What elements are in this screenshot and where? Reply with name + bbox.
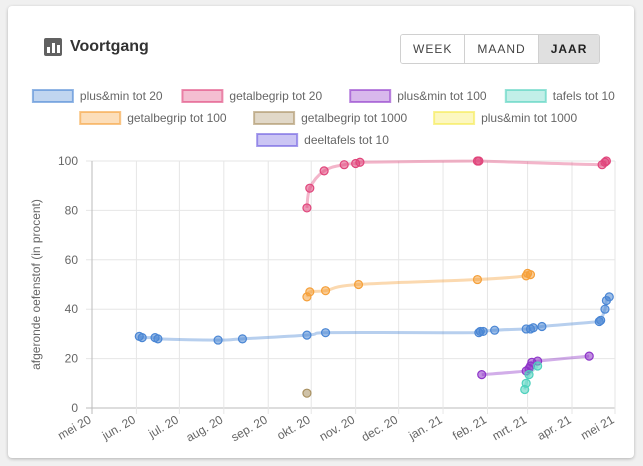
series-1-point-10 xyxy=(601,156,612,166)
bar-chart-icon xyxy=(44,38,62,56)
legend-label-5: getalbegrip tot 1000 xyxy=(301,111,407,125)
range-toggle: WEEK MAAND JAAR xyxy=(400,34,601,64)
series-3-point-3 xyxy=(533,361,543,371)
range-week-button[interactable]: WEEK xyxy=(401,35,466,63)
legend-swatch-1 xyxy=(181,89,224,103)
series-0-point-7 xyxy=(320,328,331,338)
series-4-point-7 xyxy=(525,270,536,280)
legend-label-7: deeltafels tot 10 xyxy=(304,133,389,147)
y-tick-label-0: 0 xyxy=(71,401,78,415)
legend-swatch-4 xyxy=(79,111,122,125)
legend-label-0: plus&min tot 20 xyxy=(80,89,163,103)
x-tick-label-8: jan. 21 xyxy=(405,412,444,443)
x-tick-label-6: nov. 20 xyxy=(317,412,358,444)
legend-swatch-6 xyxy=(433,111,476,125)
series-1-point-7 xyxy=(474,156,484,166)
series-0-point-20 xyxy=(604,292,614,302)
x-tick-label-10: mrt. 21 xyxy=(490,412,530,443)
series-1-point-2 xyxy=(319,166,329,176)
legend-label-1: getalbegrip tot 20 xyxy=(229,89,322,103)
series-0-point-1 xyxy=(137,333,147,343)
legend-swatch-5 xyxy=(253,111,296,125)
x-tick-label-12: mei 21 xyxy=(578,412,616,442)
y-tick-label-5: 100 xyxy=(58,154,78,168)
legend-label-2: plus&min tot 100 xyxy=(397,89,487,103)
y-tick-label-2: 40 xyxy=(65,302,79,316)
legend-label-3: tafels tot 10 xyxy=(553,89,615,103)
series-line-4 xyxy=(305,271,532,298)
series-0-point-14 xyxy=(528,323,538,333)
series-3-point-2 xyxy=(524,370,534,380)
x-tick-label-11: apr. 21 xyxy=(535,412,574,443)
legend-label-6: plus&min tot 1000 xyxy=(481,111,577,125)
x-tick-label-3: aug. 20 xyxy=(184,412,226,444)
y-axis-label: afgeronde oefenstof (in procent) xyxy=(29,199,43,370)
card-header: Voortgang xyxy=(44,38,149,56)
y-tick-label-1: 20 xyxy=(65,352,79,366)
series-4-point-4 xyxy=(472,274,483,285)
y-tick-label-3: 60 xyxy=(65,253,79,267)
series-0-point-3 xyxy=(153,334,163,344)
series-0-point-6 xyxy=(302,330,312,340)
series-line-1 xyxy=(305,159,608,209)
series-1-point-3 xyxy=(339,160,349,170)
series-1-point-0 xyxy=(302,203,312,213)
series-5-point-0 xyxy=(302,388,312,398)
series-1-point-1 xyxy=(305,183,315,193)
legend-swatch-0 xyxy=(31,89,74,103)
legend-label-4: getalbegrip tot 100 xyxy=(127,111,227,125)
series-0-point-4 xyxy=(213,335,223,345)
series-0-point-17 xyxy=(596,315,606,325)
series-0-point-15 xyxy=(537,321,547,332)
series-0-point-5 xyxy=(237,334,248,344)
x-tick-label-5: okt. 20 xyxy=(275,412,313,442)
series-2-point-0 xyxy=(477,370,487,380)
series-4-point-1 xyxy=(305,287,315,297)
series-3-point-1 xyxy=(521,378,531,388)
series-1-point-5 xyxy=(355,157,365,167)
legend-swatch-2 xyxy=(349,89,392,103)
x-tick-label-9: feb. 21 xyxy=(450,412,489,443)
x-tick-label-1: jun. 20 xyxy=(99,412,138,443)
series-2-point-6 xyxy=(584,351,594,361)
legend-swatch-3 xyxy=(504,89,547,103)
range-year-button[interactable]: JAAR xyxy=(538,35,600,63)
x-tick-label-4: sep. 20 xyxy=(229,412,270,444)
series-line-0 xyxy=(138,295,611,342)
card-title: Voortgang xyxy=(70,38,149,55)
series-4-point-2 xyxy=(320,286,331,296)
series-0-point-18 xyxy=(600,304,610,314)
legend-swatch-7 xyxy=(256,133,299,147)
range-month-button[interactable]: MAAND xyxy=(465,35,539,63)
x-tick-label-7: dec. 20 xyxy=(359,412,400,444)
x-tick-label-0: mei 20 xyxy=(55,412,93,442)
series-4-point-3 xyxy=(353,279,364,290)
y-tick-label-4: 80 xyxy=(65,203,79,217)
series-0-point-11 xyxy=(490,325,500,335)
x-tick-label-2: jul. 20 xyxy=(145,412,181,441)
series-0-point-10 xyxy=(478,326,488,337)
